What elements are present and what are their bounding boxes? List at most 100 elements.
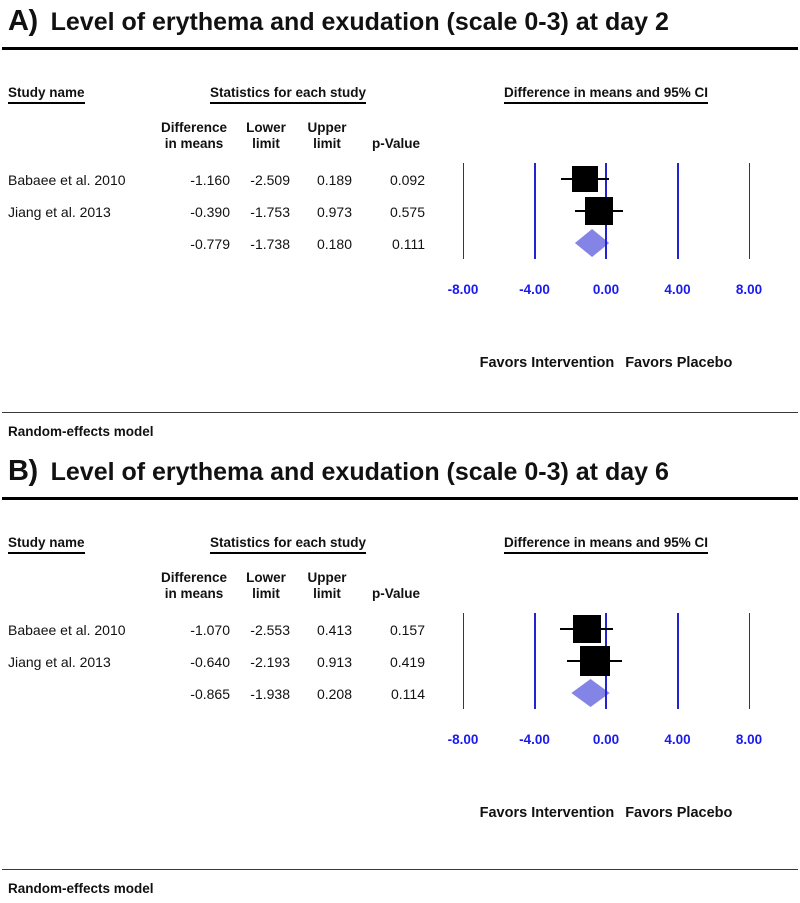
footer-divider-rule bbox=[2, 412, 798, 413]
pooled-p-value: 0.111 bbox=[392, 236, 425, 252]
favors-labels: Favors Intervention Favors Placebo bbox=[420, 355, 792, 371]
stat-lower-limit: -1.753 bbox=[250, 204, 290, 220]
panel-letter: B) bbox=[8, 455, 38, 487]
stat-upper-limit: 0.913 bbox=[316, 654, 352, 670]
pooled-lower-limit: -1.938 bbox=[250, 686, 290, 702]
favors-labels: Favors Intervention Favors Placebo bbox=[420, 805, 792, 821]
model-label: Random-effects model bbox=[8, 881, 154, 896]
subheader-difference-in-means: Difference in means bbox=[152, 120, 236, 152]
axis-tick-label: 8.00 bbox=[735, 282, 763, 297]
pooled-difference-in-means: -0.865 bbox=[190, 686, 230, 702]
stat-p-value: 0.575 bbox=[389, 204, 425, 220]
subheader-difference-in-means: Difference in means bbox=[152, 570, 236, 602]
axis-reference-line bbox=[462, 613, 464, 709]
subheader-line: Difference bbox=[160, 570, 228, 585]
subheader-line: Upper bbox=[307, 570, 347, 585]
stat-difference-in-means: -0.640 bbox=[190, 654, 230, 670]
panel-title: B) Level of erythema and exudation (scale… bbox=[8, 455, 669, 488]
study-name: Jiang et al. 2013 bbox=[8, 204, 111, 220]
panel-title-text: Level of erythema and exudation (scale 0… bbox=[50, 458, 669, 486]
axis-tick-label: 8.00 bbox=[735, 732, 763, 747]
column-header-study-name-text: Study name bbox=[8, 85, 85, 104]
axis-tick-label: -4.00 bbox=[519, 282, 550, 297]
forest-panel-b: B) Level of erythema and exudation (scale… bbox=[0, 450, 800, 903]
pooled-estimate-diamond bbox=[571, 679, 610, 707]
axis-reference-line bbox=[533, 163, 536, 259]
column-header-statistics-text: Statistics for each study bbox=[209, 535, 367, 554]
stat-lower-limit: -2.193 bbox=[250, 654, 290, 670]
pooled-lower-limit: -1.738 bbox=[250, 236, 290, 252]
axis-reference-line bbox=[676, 163, 679, 259]
forest-plot-area: -8.00 -4.00 0.00 4.00 8.00 bbox=[420, 160, 792, 310]
subheader-upper-limit: Upper limit bbox=[301, 120, 353, 152]
axis-tick-label: 4.00 bbox=[664, 732, 691, 747]
stat-p-value: 0.092 bbox=[389, 172, 425, 188]
pooled-difference-in-means: -0.779 bbox=[190, 236, 230, 252]
axis-reference-line bbox=[462, 163, 464, 259]
column-header-ci-text: Difference in means and 95% CI bbox=[503, 85, 709, 104]
axis-tick-label: 0.00 bbox=[592, 282, 620, 297]
axis-tick-label: -8.00 bbox=[447, 732, 479, 747]
subheader-line: p-Value bbox=[371, 136, 420, 151]
model-label: Random-effects model bbox=[8, 424, 154, 439]
subheader-line: in means bbox=[164, 586, 224, 601]
axis-tick-label: -8.00 bbox=[447, 282, 479, 297]
footer-divider-rule bbox=[2, 869, 798, 870]
pooled-p-value: 0.114 bbox=[391, 686, 425, 702]
axis-tick-label: 4.00 bbox=[664, 282, 691, 297]
subheader-line: Difference bbox=[160, 120, 228, 135]
stat-difference-in-means: -0.390 bbox=[190, 204, 230, 220]
favors-placebo-label: Favors Placebo bbox=[625, 805, 733, 821]
stat-difference-in-means: -1.160 bbox=[190, 172, 230, 188]
axis-tick-label: -4.00 bbox=[519, 732, 550, 747]
stat-lower-limit: -2.509 bbox=[250, 172, 290, 188]
subheader-line: in means bbox=[164, 136, 224, 151]
study-point-square bbox=[572, 166, 599, 192]
study-point-square bbox=[579, 646, 610, 676]
column-header-ci-group: Difference in means and 95% CI bbox=[420, 535, 792, 554]
title-underline-rule bbox=[2, 497, 798, 500]
forest-plot-area: -8.00 -4.00 0.00 4.00 8.00 bbox=[420, 610, 792, 760]
axis-reference-line bbox=[533, 613, 536, 709]
subheader-line: limit bbox=[252, 136, 280, 151]
column-header-ci-group: Difference in means and 95% CI bbox=[420, 85, 792, 104]
column-header-study-name: Study name bbox=[8, 85, 85, 104]
subheader-lower-limit: Lower limit bbox=[240, 120, 292, 152]
column-header-ci-text: Difference in means and 95% CI bbox=[503, 535, 709, 554]
study-name: Babaee et al. 2010 bbox=[8, 622, 126, 638]
stat-lower-limit: -2.553 bbox=[250, 622, 290, 638]
stat-p-value: 0.419 bbox=[389, 654, 425, 670]
subheader-p-value: p-Value bbox=[366, 136, 426, 152]
title-underline-rule bbox=[2, 47, 798, 50]
favors-placebo-label: Favors Placebo bbox=[625, 355, 733, 371]
axis-reference-line bbox=[676, 613, 679, 709]
panel-title: A) Level of erythema and exudation (scale… bbox=[8, 5, 669, 38]
subheader-line: Lower bbox=[246, 120, 286, 135]
panel-letter: A) bbox=[8, 5, 38, 37]
study-point-square bbox=[572, 615, 601, 643]
favors-intervention-label: Favors Intervention bbox=[479, 805, 615, 821]
stat-p-value: 0.157 bbox=[389, 622, 425, 638]
column-header-statistics-group: Statistics for each study bbox=[150, 535, 426, 554]
axis-tick-label: 0.00 bbox=[592, 732, 620, 747]
column-header-study-name-text: Study name bbox=[8, 535, 85, 554]
panel-title-text: Level of erythema and exudation (scale 0… bbox=[50, 8, 669, 36]
subheader-line: limit bbox=[313, 136, 341, 151]
pooled-upper-limit: 0.180 bbox=[316, 236, 352, 252]
axis-reference-line bbox=[748, 163, 750, 259]
axis-reference-line bbox=[748, 613, 750, 709]
stat-difference-in-means: -1.070 bbox=[190, 622, 230, 638]
study-point-square bbox=[585, 197, 614, 225]
subheader-line: limit bbox=[252, 586, 280, 601]
subheader-line: p-Value bbox=[371, 586, 420, 601]
subheader-lower-limit: Lower limit bbox=[240, 570, 292, 602]
pooled-upper-limit: 0.208 bbox=[316, 686, 352, 702]
subheader-upper-limit: Upper limit bbox=[301, 570, 353, 602]
column-header-statistics-group: Statistics for each study bbox=[150, 85, 426, 104]
column-header-study-name: Study name bbox=[8, 535, 85, 554]
subheader-line: limit bbox=[313, 586, 341, 601]
subheader-p-value: p-Value bbox=[366, 586, 426, 602]
study-name: Jiang et al. 2013 bbox=[8, 654, 111, 670]
study-name: Babaee et al. 2010 bbox=[8, 172, 126, 188]
subheader-line: Upper bbox=[307, 120, 347, 135]
